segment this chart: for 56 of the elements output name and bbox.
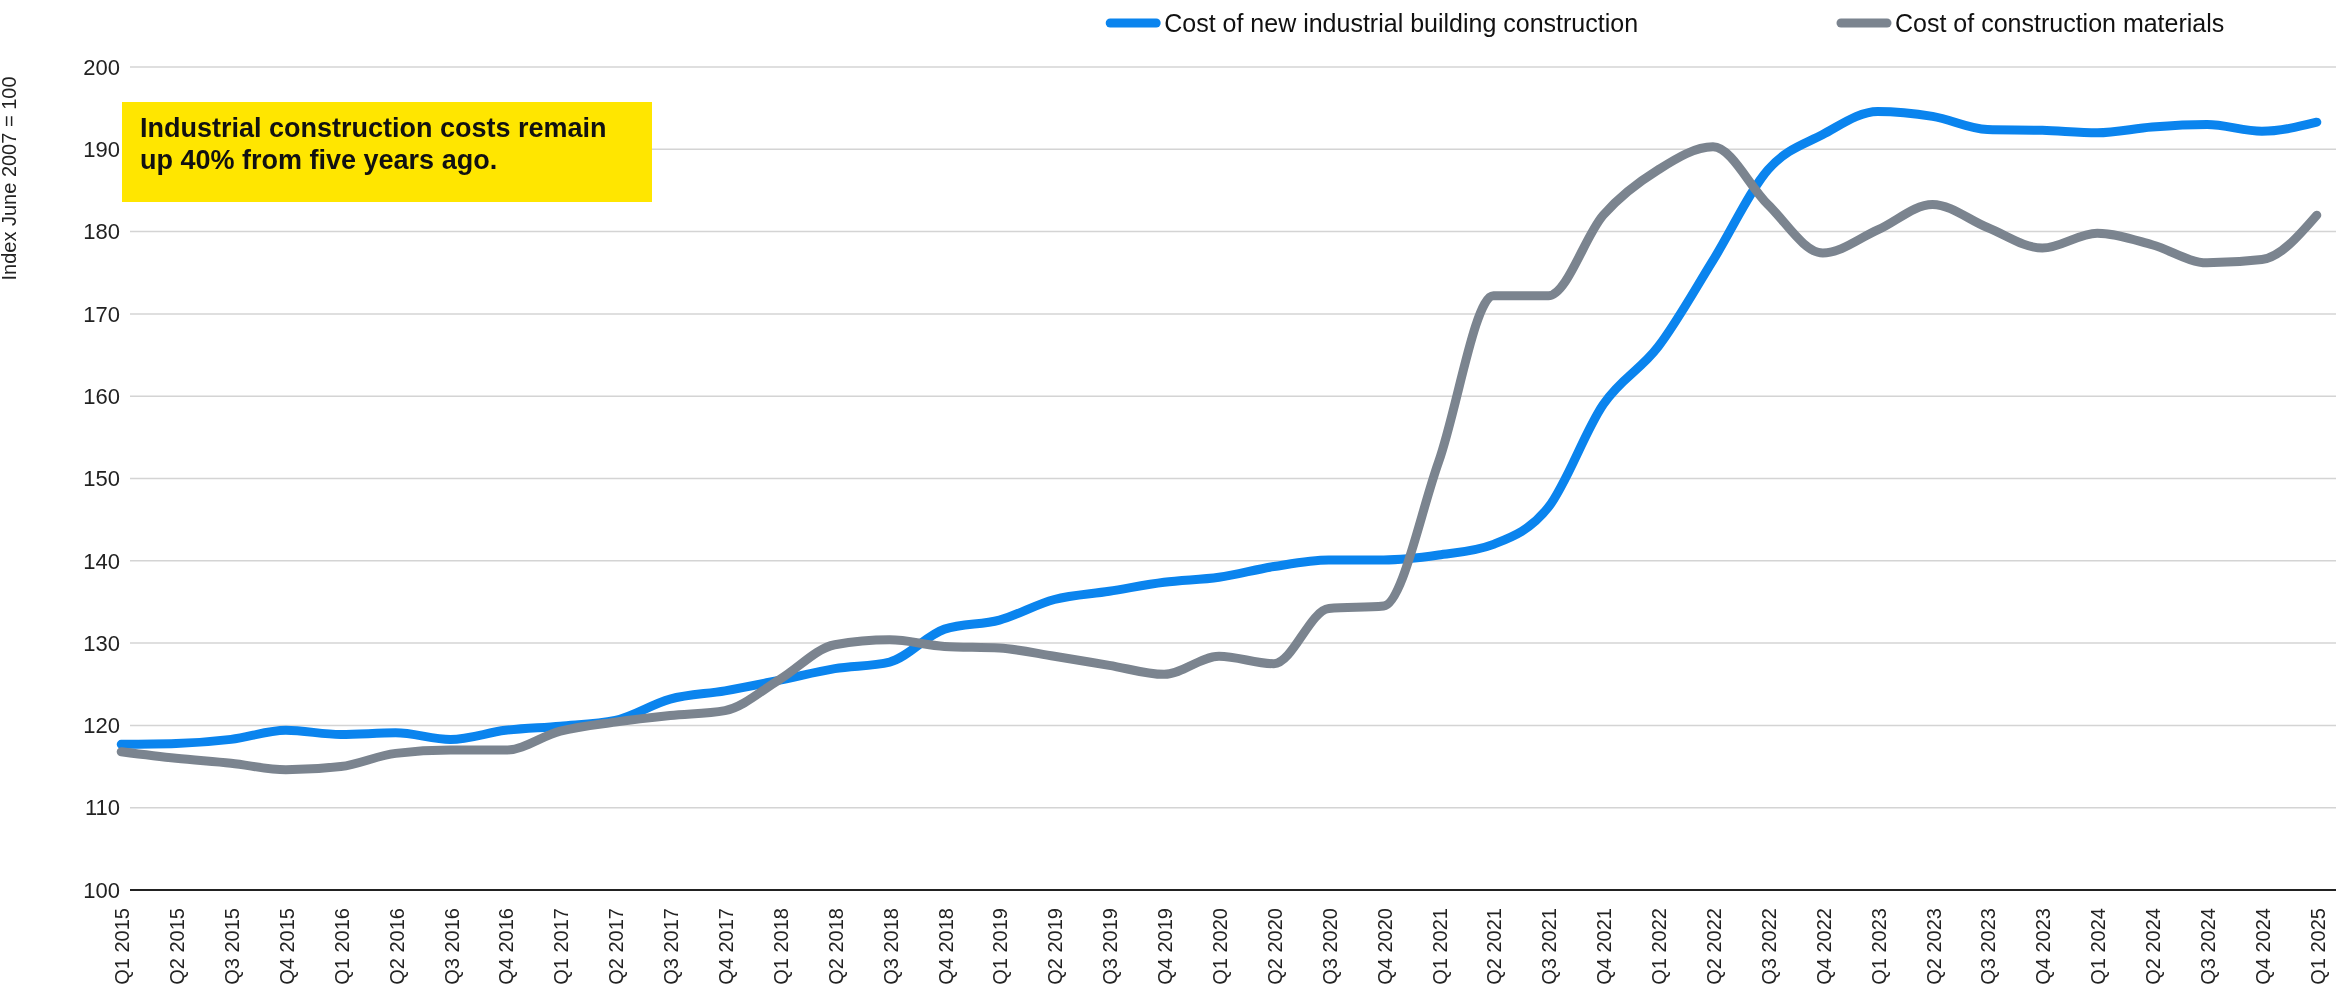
y-axis-title: Index June 2007 = 100 bbox=[0, 76, 20, 281]
x-tick-label: Q3 2017 bbox=[660, 908, 683, 985]
annotation: Industrial construction costs remain up 40% from five years ago. bbox=[140, 113, 607, 175]
x-tick-label: Q4 2016 bbox=[495, 908, 518, 985]
y-tick-label: 130 bbox=[83, 630, 120, 656]
y-tick-label: 190 bbox=[83, 137, 120, 162]
legend-label: Cost of construction materials bbox=[1895, 8, 2225, 37]
legend-label: Cost of new industrial building construction bbox=[1164, 8, 1639, 37]
x-tick-label: Q2 2015 bbox=[166, 908, 189, 985]
x-tick-label: Q1 2016 bbox=[330, 908, 353, 985]
x-tick-label: Q1 2024 bbox=[2087, 908, 2110, 985]
x-tick-label: Q4 2021 bbox=[1593, 908, 1616, 985]
y-tick-label: 200 bbox=[83, 54, 120, 80]
x-tick-label: Q1 2021 bbox=[1428, 908, 1451, 985]
x-tick-label: Q2 2024 bbox=[2142, 908, 2165, 985]
x-tick-label: Q2 2019 bbox=[1044, 908, 1067, 985]
x-tick-label: Q3 2019 bbox=[1099, 908, 1122, 985]
x-tick-label: Q3 2023 bbox=[1977, 908, 2000, 985]
x-tick-label: Q3 2024 bbox=[2197, 908, 2220, 985]
y-tick-label: 170 bbox=[83, 301, 120, 327]
x-tick-label: Q1 2017 bbox=[550, 908, 573, 985]
x-tick-label: Q4 2019 bbox=[1154, 908, 1177, 985]
x-tick-label: Q2 2021 bbox=[1483, 908, 1506, 985]
x-tick-label: Q4 2017 bbox=[715, 908, 737, 985]
x-tick-label: Q4 2024 bbox=[2251, 908, 2274, 985]
y-tick-label: 150 bbox=[83, 466, 120, 492]
x-tick-label: Q3 2018 bbox=[879, 908, 902, 985]
y-tick-label: 140 bbox=[83, 548, 120, 574]
y-tick-label: 110 bbox=[84, 795, 120, 821]
x-tick-label: Q2 2020 bbox=[1263, 908, 1286, 985]
x-tick-label: Q1 2025 bbox=[2306, 908, 2329, 985]
x-tick-label: Q2 2018 bbox=[824, 908, 847, 985]
y-tick-label: 160 bbox=[83, 383, 120, 409]
x-tick-label: Q2 2023 bbox=[1922, 908, 1945, 985]
x-tick-label: Q3 2016 bbox=[440, 908, 463, 985]
y-tick-label: 100 bbox=[83, 877, 120, 903]
x-tick-label: Q3 2022 bbox=[1757, 908, 1780, 985]
x-tick-label: Q1 2018 bbox=[769, 908, 792, 985]
y-tick-label: 120 bbox=[83, 713, 120, 739]
x-tick-label: Q1 2019 bbox=[989, 908, 1012, 985]
x-tick-label: Q1 2023 bbox=[1867, 908, 1890, 985]
x-tick-label: Q3 2021 bbox=[1538, 908, 1561, 985]
x-tick-label: Q4 2020 bbox=[1373, 908, 1396, 985]
x-tick-label: Q3 2020 bbox=[1318, 908, 1341, 985]
x-tick-label: Q1 2015 bbox=[111, 908, 134, 985]
x-tick-label: Q2 2016 bbox=[385, 908, 408, 985]
x-tick-label: Q2 2022 bbox=[1703, 908, 1725, 985]
x-tick-label: Q1 2022 bbox=[1648, 908, 1671, 985]
x-tick-label: Q3 2015 bbox=[220, 908, 243, 985]
y-tick-label: 180 bbox=[83, 219, 120, 245]
x-tick-label: Q4 2018 bbox=[934, 908, 957, 985]
x-tick-label: Q4 2023 bbox=[2032, 908, 2055, 985]
x-tick-label: Q2 2017 bbox=[605, 908, 628, 985]
x-tick-label: Q1 2020 bbox=[1209, 908, 1231, 985]
x-tick-label: Q4 2022 bbox=[1812, 908, 1835, 985]
x-tick-label: Q4 2015 bbox=[275, 908, 298, 985]
